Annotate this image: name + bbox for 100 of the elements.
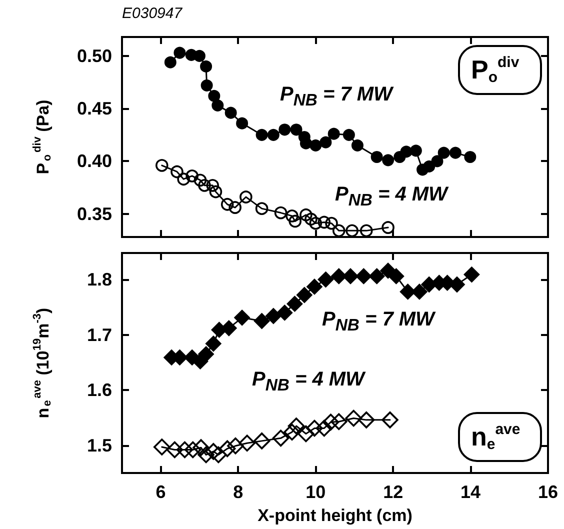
y-tick-label: 0.35 bbox=[76, 204, 112, 224]
point bbox=[153, 438, 170, 456]
point bbox=[200, 79, 213, 92]
point bbox=[382, 412, 398, 428]
point bbox=[240, 190, 252, 204]
point bbox=[254, 312, 270, 329]
x-tick-label: 12 bbox=[383, 482, 404, 502]
point bbox=[206, 179, 220, 192]
y-tick-label: 1.5 bbox=[86, 435, 112, 456]
point bbox=[356, 268, 372, 284]
point bbox=[306, 278, 322, 295]
y-tick-label: 1.8 bbox=[86, 270, 112, 290]
point bbox=[423, 160, 436, 172]
point bbox=[330, 268, 347, 284]
point bbox=[284, 424, 300, 440]
point bbox=[330, 413, 348, 430]
point bbox=[410, 144, 422, 157]
point bbox=[296, 287, 312, 304]
point bbox=[382, 221, 394, 234]
point bbox=[238, 434, 256, 452]
point bbox=[318, 216, 331, 229]
point bbox=[342, 128, 355, 141]
point bbox=[464, 151, 476, 163]
point bbox=[174, 46, 186, 59]
point bbox=[272, 430, 290, 447]
series-label: P$_{NB}$ = 7 MW bbox=[322, 308, 434, 335]
point bbox=[286, 210, 298, 222]
point bbox=[267, 128, 280, 141]
point bbox=[304, 212, 318, 226]
point bbox=[298, 425, 314, 442]
point bbox=[274, 206, 288, 220]
series-label: P$_{NB}$ = 4 MW bbox=[335, 184, 448, 210]
point bbox=[368, 268, 385, 284]
point bbox=[234, 310, 250, 326]
point bbox=[276, 304, 293, 321]
point bbox=[209, 185, 222, 198]
point bbox=[309, 216, 322, 230]
point bbox=[204, 443, 222, 460]
point bbox=[227, 438, 244, 454]
point bbox=[218, 440, 236, 458]
point bbox=[220, 198, 234, 211]
point bbox=[320, 136, 332, 148]
point bbox=[186, 170, 198, 182]
point bbox=[351, 139, 364, 152]
point bbox=[290, 124, 302, 136]
point bbox=[346, 224, 358, 238]
point bbox=[198, 446, 214, 464]
point bbox=[325, 216, 338, 230]
series-label: P$_{NB}$ = 4 MW bbox=[252, 368, 364, 395]
x-tick-label: 16 bbox=[538, 482, 558, 502]
y-tick-label: 0.45 bbox=[76, 98, 112, 119]
point bbox=[156, 159, 168, 172]
x-axis-title: X-point height (cm) bbox=[258, 506, 412, 525]
point bbox=[193, 50, 206, 62]
y-tick-label: 1.6 bbox=[86, 380, 112, 400]
point bbox=[306, 420, 323, 437]
point bbox=[464, 266, 480, 283]
point bbox=[236, 117, 248, 130]
y-tick-label: 0.50 bbox=[76, 46, 112, 66]
point bbox=[194, 174, 207, 187]
x-tick-label: 14 bbox=[460, 482, 481, 502]
point bbox=[400, 284, 416, 300]
point bbox=[288, 214, 302, 228]
point bbox=[322, 414, 340, 431]
text: E030947 bbox=[122, 5, 183, 22]
point bbox=[318, 272, 334, 288]
point bbox=[278, 124, 291, 136]
point bbox=[253, 432, 270, 450]
point bbox=[300, 208, 312, 222]
point bbox=[166, 441, 184, 458]
y-tick-label: 1.7 bbox=[86, 324, 112, 345]
point bbox=[286, 296, 303, 312]
point bbox=[265, 308, 282, 324]
point bbox=[198, 346, 214, 362]
y-axis-title: neave (1019m-3) bbox=[32, 308, 54, 418]
point bbox=[370, 151, 383, 163]
point bbox=[170, 165, 184, 178]
point bbox=[198, 179, 211, 192]
x-tick-label: 6 bbox=[156, 482, 166, 502]
point bbox=[255, 202, 268, 215]
point bbox=[176, 441, 194, 458]
point bbox=[210, 446, 227, 464]
x-tick-label: 8 bbox=[233, 482, 244, 502]
point bbox=[431, 155, 444, 168]
point bbox=[208, 90, 220, 102]
point bbox=[345, 410, 362, 427]
point bbox=[360, 224, 373, 238]
point bbox=[288, 418, 305, 434]
point bbox=[438, 146, 450, 159]
point bbox=[358, 412, 375, 428]
point bbox=[212, 99, 224, 112]
point bbox=[200, 60, 212, 72]
point bbox=[388, 268, 404, 284]
series-label: P$_{NB}$ = 7 MW bbox=[280, 84, 392, 110]
point bbox=[224, 106, 237, 119]
point bbox=[449, 146, 462, 159]
point bbox=[164, 56, 176, 68]
point bbox=[192, 439, 210, 456]
point bbox=[228, 201, 242, 214]
point bbox=[332, 224, 346, 238]
